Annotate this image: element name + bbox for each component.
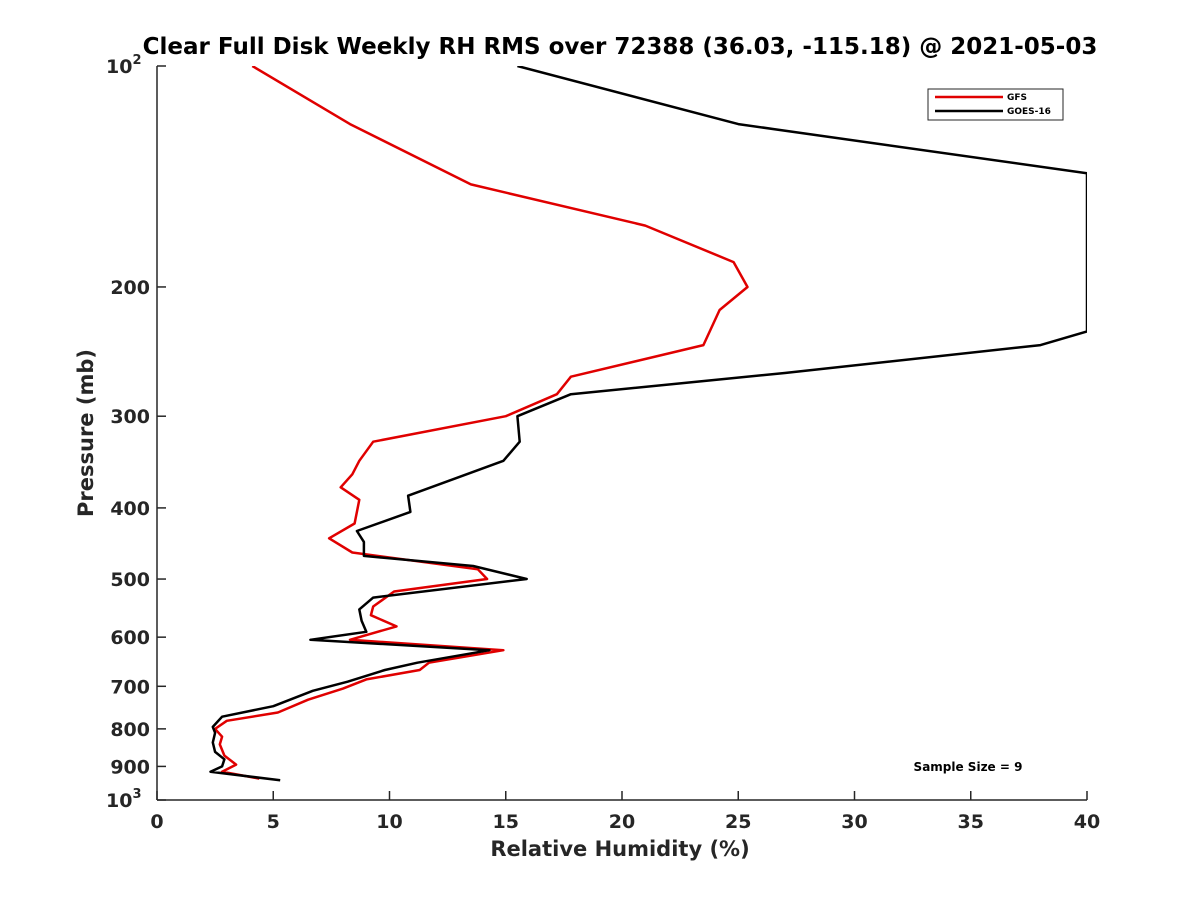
- y-tick-label: 102: [106, 53, 142, 78]
- x-tick-label: 40: [1074, 811, 1100, 833]
- y-axis-label: Pressure (mb): [74, 349, 98, 517]
- y-axis-ticks: 102 200 300 400 500 600 700 800 900 103: [106, 53, 166, 812]
- y-tick-label: 103: [106, 787, 142, 812]
- x-tick-label: 35: [958, 811, 984, 833]
- chart-title: Clear Full Disk Weekly RH RMS over 72388…: [143, 34, 1098, 60]
- x-tick-label: 30: [841, 811, 867, 833]
- legend: GFS GOES-16: [927, 88, 1064, 121]
- y-tick-label: 900: [110, 756, 150, 778]
- series-line-goes16: [209, 66, 1087, 782]
- y-tick-label: 400: [110, 498, 150, 520]
- y-tick-label: 700: [110, 676, 150, 698]
- y-tick-label: 300: [110, 406, 150, 428]
- legend-label-goes16: GOES-16: [1007, 107, 1051, 117]
- legend-label-gfs: GFS: [1007, 93, 1027, 103]
- series-lines: [209, 66, 1087, 782]
- sample-size-annotation: Sample Size = 9: [914, 760, 1023, 774]
- x-axis-ticks: 0 5 10 15 20 25 30 35 40: [150, 791, 1100, 833]
- y-tick-label: 200: [110, 277, 150, 299]
- series-line-gfs: [213, 66, 749, 780]
- x-tick-label: 10: [376, 811, 402, 833]
- x-tick-label: 15: [493, 811, 519, 833]
- x-tick-label: 5: [267, 811, 280, 833]
- y-tick-label: 500: [110, 569, 150, 591]
- y-tick-label: 800: [110, 719, 150, 741]
- x-axis-label: Relative Humidity (%): [490, 837, 749, 861]
- y-tick-label: 600: [110, 627, 150, 649]
- axis-frame: [156, 66, 1087, 801]
- legend-box: [927, 88, 1064, 121]
- x-tick-label: 0: [150, 811, 163, 833]
- x-tick-label: 25: [725, 811, 751, 833]
- x-tick-label: 20: [609, 811, 635, 833]
